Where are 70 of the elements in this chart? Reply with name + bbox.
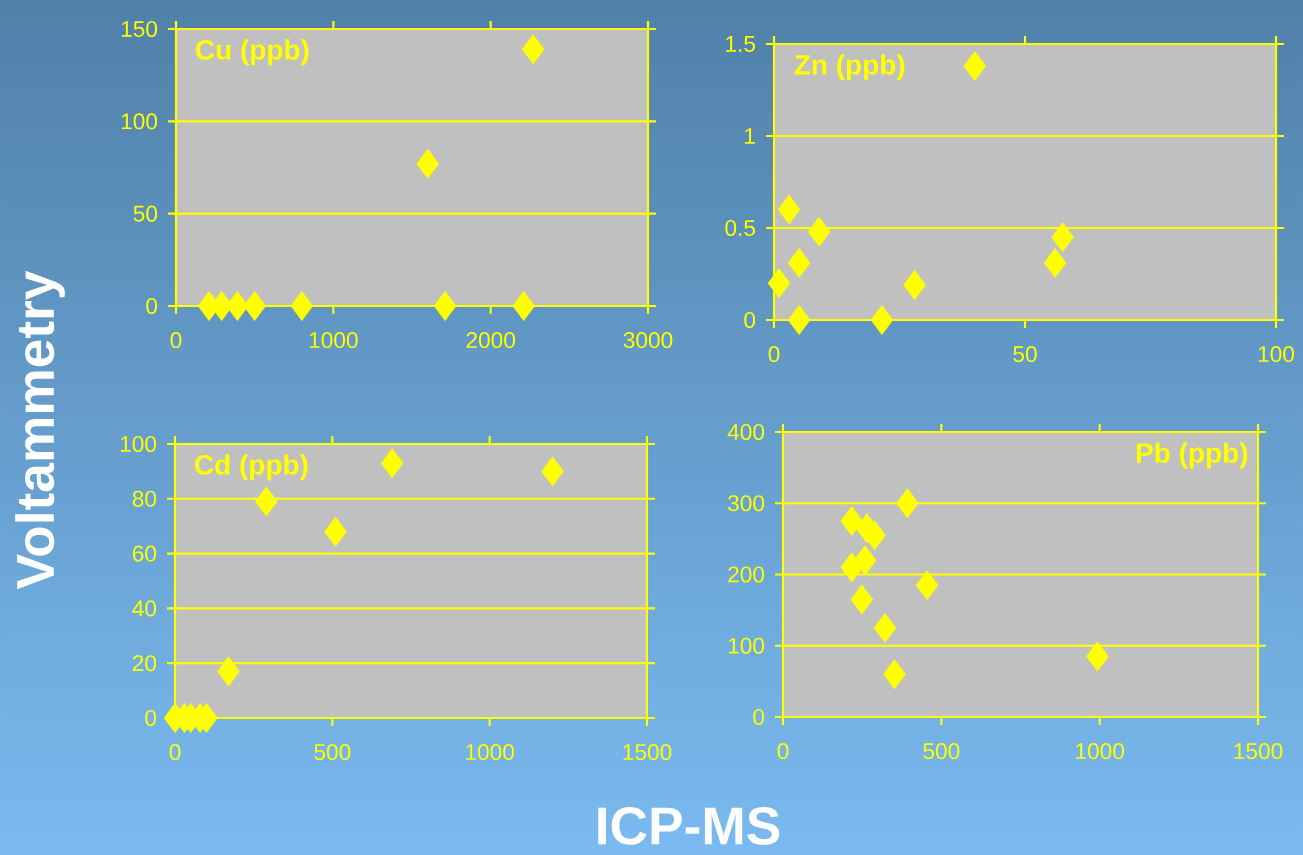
x-tick-label: 1500 [1234,743,1283,760]
x-tick-label: 0 [170,332,182,349]
x-tick-label: 50 [1013,346,1037,363]
y-tick-label: 200 [728,566,765,583]
point [853,545,877,576]
x-tick-label: 500 [314,744,351,761]
point [521,34,545,65]
point [840,506,863,536]
y-tick-label: 150 [121,20,158,38]
point [254,486,278,517]
y-tick-label: 100 [728,637,765,654]
y-tick-label: 400 [727,423,765,441]
y-tick-label: 80 [132,490,157,507]
point [777,194,801,225]
x-tick-label: 1000 [309,332,358,349]
y-tick-label: 0.5 [725,219,755,237]
point [324,516,347,547]
x-tick-label: 0 [169,744,181,761]
point [416,148,440,179]
y-tick-label: 0 [145,709,157,727]
y-tick-label: 40 [132,600,157,617]
point [1051,222,1074,253]
chart-title: Pb (ppb) [1136,442,1248,469]
point [1043,248,1067,278]
y-axis-title: Voltammetry [15,270,65,590]
point [243,291,266,321]
point [541,456,564,487]
x-tick-label: 3000 [623,332,673,349]
chart-title: Cu (ppb) [196,39,309,66]
y-tick-label: 0 [744,311,756,329]
y-tick-label: 60 [132,545,157,562]
point [883,659,906,690]
point [870,305,894,335]
point [512,291,535,321]
point [290,291,314,321]
point [1086,641,1109,672]
point [903,270,926,300]
point [896,488,919,519]
point [217,656,240,687]
point [963,51,987,81]
y-tick-label: 1 [745,128,755,144]
x-tick-label: 1000 [466,744,514,761]
point [873,612,897,643]
y-tick-label: 100 [121,113,158,130]
point [787,248,811,278]
y-tick-label: 0 [753,708,765,726]
y-tick-label: 100 [120,435,157,453]
x-tick-label: 1500 [623,744,672,761]
x-tick-label: 0 [768,346,780,363]
point [807,216,831,247]
y-tick-label: 50 [133,205,158,222]
x-tick-label: 2000 [466,332,515,349]
y-tick-label: 0 [146,297,158,315]
point [433,291,457,321]
x-axis-title: ICP-MS [598,807,780,845]
y-tick-label: 1.5 [726,36,755,52]
chart-title: Cd (ppb) [195,454,308,481]
point [380,448,404,479]
x-tick-label: 500 [923,743,960,760]
point [787,305,811,335]
x-tick-label: 100 [1258,346,1295,363]
x-tick-label: 0 [777,743,789,760]
y-tick-label: 20 [132,655,157,672]
point [226,291,249,321]
point [767,268,791,299]
y-tick-label: 300 [728,495,765,512]
chart-title: Zn (ppb) [794,54,905,81]
point [850,584,874,615]
point [915,570,939,601]
x-tick-label: 1000 [1076,743,1124,760]
